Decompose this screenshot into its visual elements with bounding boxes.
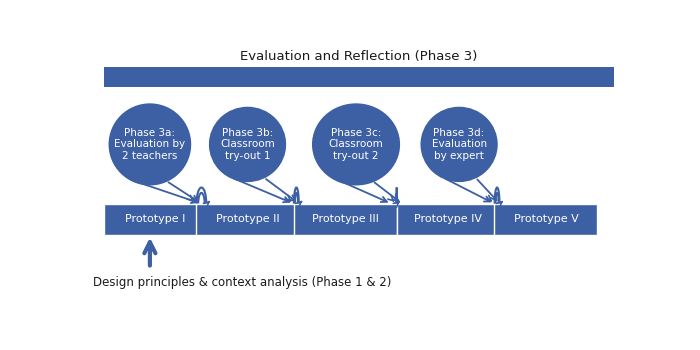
Text: Prototype II: Prototype II — [216, 214, 279, 224]
Text: Phase 3c:
Classroom
try-out 2: Phase 3c: Classroom try-out 2 — [329, 128, 384, 161]
FancyBboxPatch shape — [397, 204, 500, 235]
Text: Phase 3d:
Evaluation
by expert: Phase 3d: Evaluation by expert — [431, 128, 486, 161]
Text: Prototype I: Prototype I — [125, 214, 186, 224]
FancyBboxPatch shape — [294, 204, 397, 235]
Ellipse shape — [312, 103, 401, 186]
Text: Prototype III: Prototype III — [312, 214, 379, 224]
Text: Prototype V: Prototype V — [514, 214, 578, 224]
FancyBboxPatch shape — [494, 204, 598, 235]
Ellipse shape — [108, 103, 192, 186]
Text: Design principles & context analysis (Phase 1 & 2): Design principles & context analysis (Ph… — [93, 276, 391, 289]
Text: Phase 3a:
Evaluation by
2 teachers: Phase 3a: Evaluation by 2 teachers — [114, 128, 186, 161]
FancyBboxPatch shape — [104, 204, 207, 235]
Ellipse shape — [208, 106, 287, 183]
Text: Prototype IV: Prototype IV — [414, 214, 482, 224]
Text: Phase 3b:
Classroom
try-out 1: Phase 3b: Classroom try-out 1 — [220, 128, 275, 161]
Ellipse shape — [420, 106, 498, 183]
Text: Evaluation and Reflection (Phase 3): Evaluation and Reflection (Phase 3) — [240, 50, 477, 63]
FancyBboxPatch shape — [196, 204, 299, 235]
FancyBboxPatch shape — [104, 67, 614, 87]
